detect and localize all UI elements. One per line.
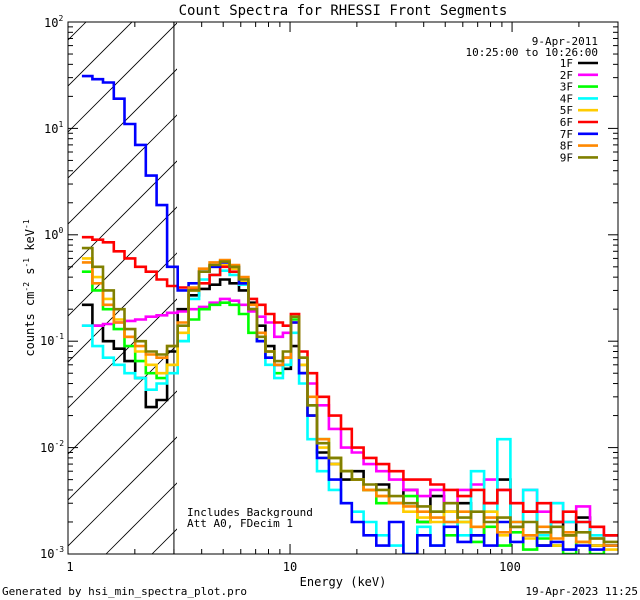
series-line-9F <box>81 246 618 544</box>
ytick-label-1e-2: 10-2 <box>40 439 64 455</box>
ytick-label-1e1: 101 <box>44 120 63 136</box>
ytick-label-1e2: 102 <box>44 14 63 30</box>
chart-title: Count Spectra for RHESSI Front Segments <box>179 3 508 19</box>
series-line-4F <box>81 269 618 554</box>
hatch-line <box>68 68 177 179</box>
hatch-line <box>68 436 177 547</box>
hatch-line <box>68 390 177 501</box>
legend-label-3F: 3F <box>560 81 573 94</box>
legend-label-9F: 9F <box>560 151 573 164</box>
annotation-attenuator: Att A0, FDecim 1 <box>187 517 293 530</box>
x-axis-label: Energy (keV) <box>300 575 387 589</box>
hatch-line <box>198 0 640 554</box>
xtick-label-1: 1 <box>66 560 73 574</box>
hatch-line <box>68 344 177 455</box>
hatch-line <box>68 206 177 317</box>
y-axis-label-exp3: -1 <box>22 219 31 229</box>
legend-label-8F: 8F <box>560 140 573 153</box>
time-range-label: 10:25:00 to 10:26:00 <box>466 46 598 59</box>
legend-label-4F: 4F <box>560 92 573 105</box>
y-axis-label-exp1: -2 <box>22 282 31 292</box>
hatch-line <box>68 252 177 363</box>
ytick-label-1e-1: 10-1 <box>40 332 64 348</box>
y-axis-label-part-counts: counts cm <box>23 292 37 357</box>
hatch-line <box>244 0 640 554</box>
legend-label-2F: 2F <box>560 69 573 82</box>
date-label: 9-Apr-2011 <box>532 35 598 48</box>
ytick-label-1e0: 100 <box>44 226 63 242</box>
y-axis-label-part-kev: keV <box>23 229 37 258</box>
hatch-line <box>68 114 177 225</box>
y-axis-label-exp2: -1 <box>22 258 31 268</box>
axis-ticks <box>67 22 619 555</box>
legend-label-5F: 5F <box>560 104 573 117</box>
legend-label-7F: 7F <box>560 128 573 141</box>
xtick-label-100: 100 <box>499 560 521 574</box>
legend-label-6F: 6F <box>560 116 573 129</box>
y-axis-label: counts cm-2 s-1 keV-1 <box>22 219 37 356</box>
legend-label-1F: 1F <box>560 57 573 70</box>
ytick-label-1e-3: 10-3 <box>40 545 64 561</box>
xtick-label-10: 10 <box>283 560 297 574</box>
generated-by-label: Generated by hsi_min_spectra_plot.pro <box>2 585 247 598</box>
x-tick-labels: 1 10 100 <box>66 560 520 574</box>
y-tick-labels: 10-3 10-2 10-1 100 101 102 <box>40 14 64 561</box>
y-axis-label-part-s: s <box>23 268 37 282</box>
annotation-background: Includes Background <box>187 506 313 519</box>
timestamp-label: 19-Apr-2023 11:25 <box>525 585 638 598</box>
hatch-line <box>68 160 177 271</box>
series-lines <box>81 74 618 554</box>
plot-frame <box>67 21 619 555</box>
